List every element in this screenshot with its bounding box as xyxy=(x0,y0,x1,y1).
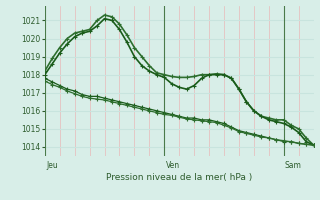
Text: Jeu: Jeu xyxy=(46,161,58,170)
Text: Sam: Sam xyxy=(285,161,302,170)
X-axis label: Pression niveau de la mer( hPa ): Pression niveau de la mer( hPa ) xyxy=(106,173,252,182)
Text: Ven: Ven xyxy=(165,161,180,170)
